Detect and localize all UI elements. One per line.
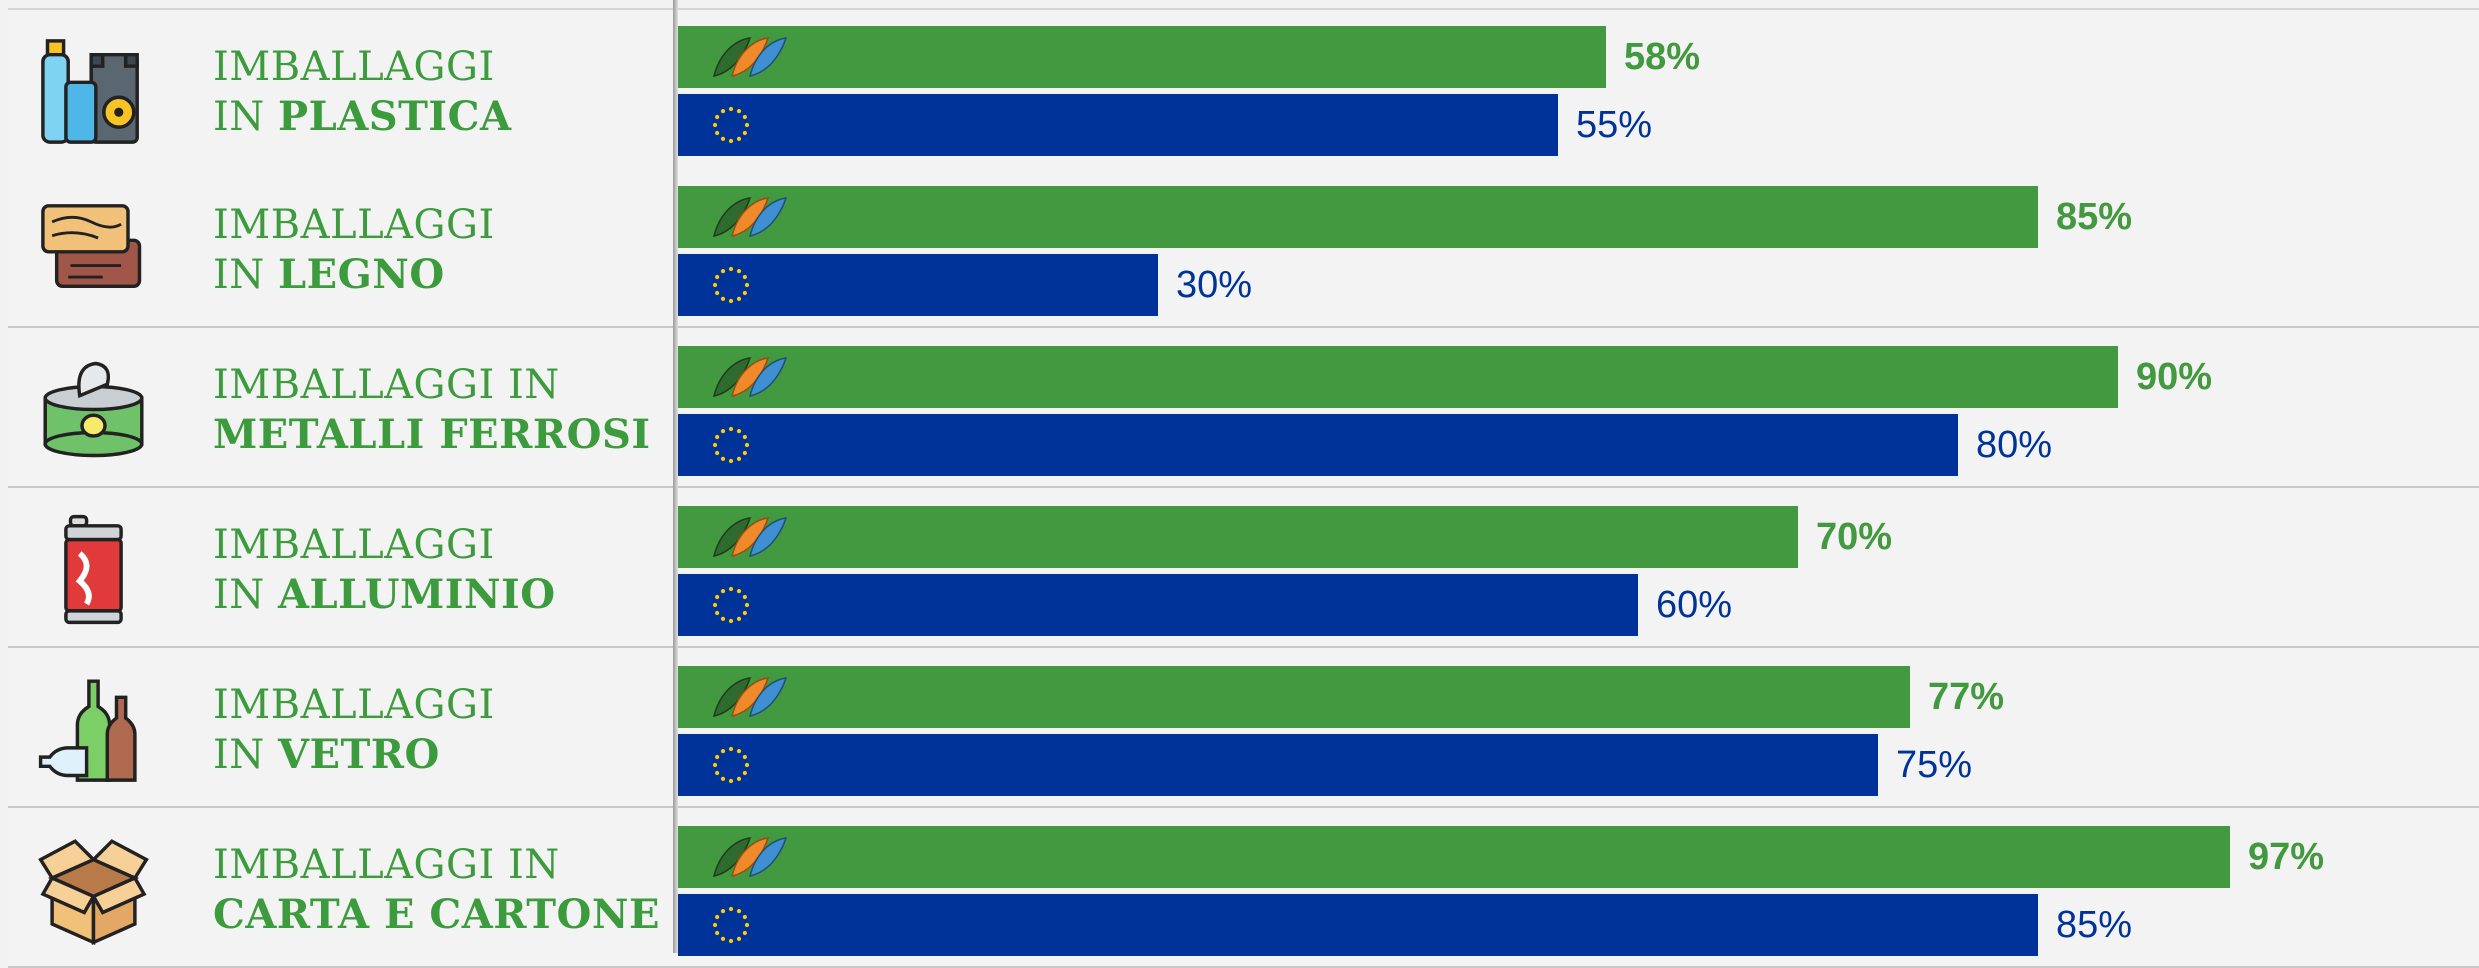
category-label-line2: IN LEGNO <box>213 251 445 298</box>
eu-stars-icon <box>710 424 752 466</box>
eu-stars-icon <box>710 904 752 946</box>
three-leaves-logo-icon <box>710 674 788 720</box>
data-label: 60% <box>1656 584 1733 626</box>
three-leaves-logo-icon <box>710 34 788 80</box>
three-leaves-logo-icon <box>710 194 788 240</box>
bar-eu <box>678 894 2038 956</box>
category-label-line1: IMBALLAGGI IN <box>213 842 560 888</box>
bar-national <box>678 826 2230 888</box>
data-label: 75% <box>1896 744 1973 786</box>
category-label-line1: IMBALLAGGI IN <box>213 362 560 408</box>
bar-eu <box>678 734 1878 796</box>
soda-can-icon <box>36 512 151 627</box>
tin-can-icon <box>36 352 151 467</box>
bar-eu <box>678 254 1158 316</box>
three-leaves-logo-icon <box>710 354 788 400</box>
category-label: IMBALLAGGI IN PLASTICA <box>213 42 663 142</box>
category-label-line2: CARTA E CARTONE <box>213 891 660 938</box>
category-label-line1: IMBALLAGGI <box>213 44 495 90</box>
category-label: IMBALLAGGI IN CARTA E CARTONE <box>213 840 663 940</box>
data-label: 80% <box>1976 424 2053 466</box>
wood-planks-icon <box>36 192 151 307</box>
three-leaves-logo-icon <box>710 514 788 560</box>
category-label-line2: IN PLASTICA <box>213 93 512 140</box>
data-label: 70% <box>1816 516 1893 558</box>
bar-national <box>678 506 1798 568</box>
bar-eu <box>678 94 1558 156</box>
data-label: 77% <box>1928 676 2005 718</box>
data-label: 97% <box>2248 836 2325 878</box>
category-label-line2: IN VETRO <box>213 731 440 778</box>
data-label: 85% <box>2056 904 2133 946</box>
category-label-line2: IN ALLUMINIO <box>213 571 556 618</box>
plastic-packaging-icon <box>36 34 151 149</box>
category-label-line2: METALLI FERROSI <box>213 411 651 458</box>
glass-bottles-icon <box>36 672 151 787</box>
bar-national <box>678 666 1910 728</box>
category-label: IMBALLAGGI IN VETRO <box>213 680 663 780</box>
three-leaves-logo-icon <box>710 834 788 880</box>
bar-national <box>678 346 2118 408</box>
bar-national <box>678 186 2038 248</box>
eu-stars-icon <box>710 104 752 146</box>
data-label: 55% <box>1576 104 1653 146</box>
bar-eu <box>678 574 1638 636</box>
bar-eu <box>678 414 1958 476</box>
category-label-line1: IMBALLAGGI <box>213 202 495 248</box>
category-label: IMBALLAGGI IN LEGNO <box>213 200 663 300</box>
category-label: IMBALLAGGI IN ALLUMINIO <box>213 520 663 620</box>
cardboard-box-icon <box>36 832 151 947</box>
data-label: 30% <box>1176 264 1253 306</box>
category-label-line1: IMBALLAGGI <box>213 682 495 728</box>
category-label-line1: IMBALLAGGI <box>213 522 495 568</box>
eu-stars-icon <box>710 584 752 626</box>
category-label: IMBALLAGGI IN METALLI FERROSI <box>213 360 663 460</box>
data-label: 85% <box>2056 196 2133 238</box>
eu-stars-icon <box>710 744 752 786</box>
data-label: 90% <box>2136 356 2213 398</box>
label-divider <box>673 0 678 953</box>
bar-national <box>678 26 1606 88</box>
data-label: 58% <box>1624 36 1701 78</box>
eu-stars-icon <box>710 264 752 306</box>
